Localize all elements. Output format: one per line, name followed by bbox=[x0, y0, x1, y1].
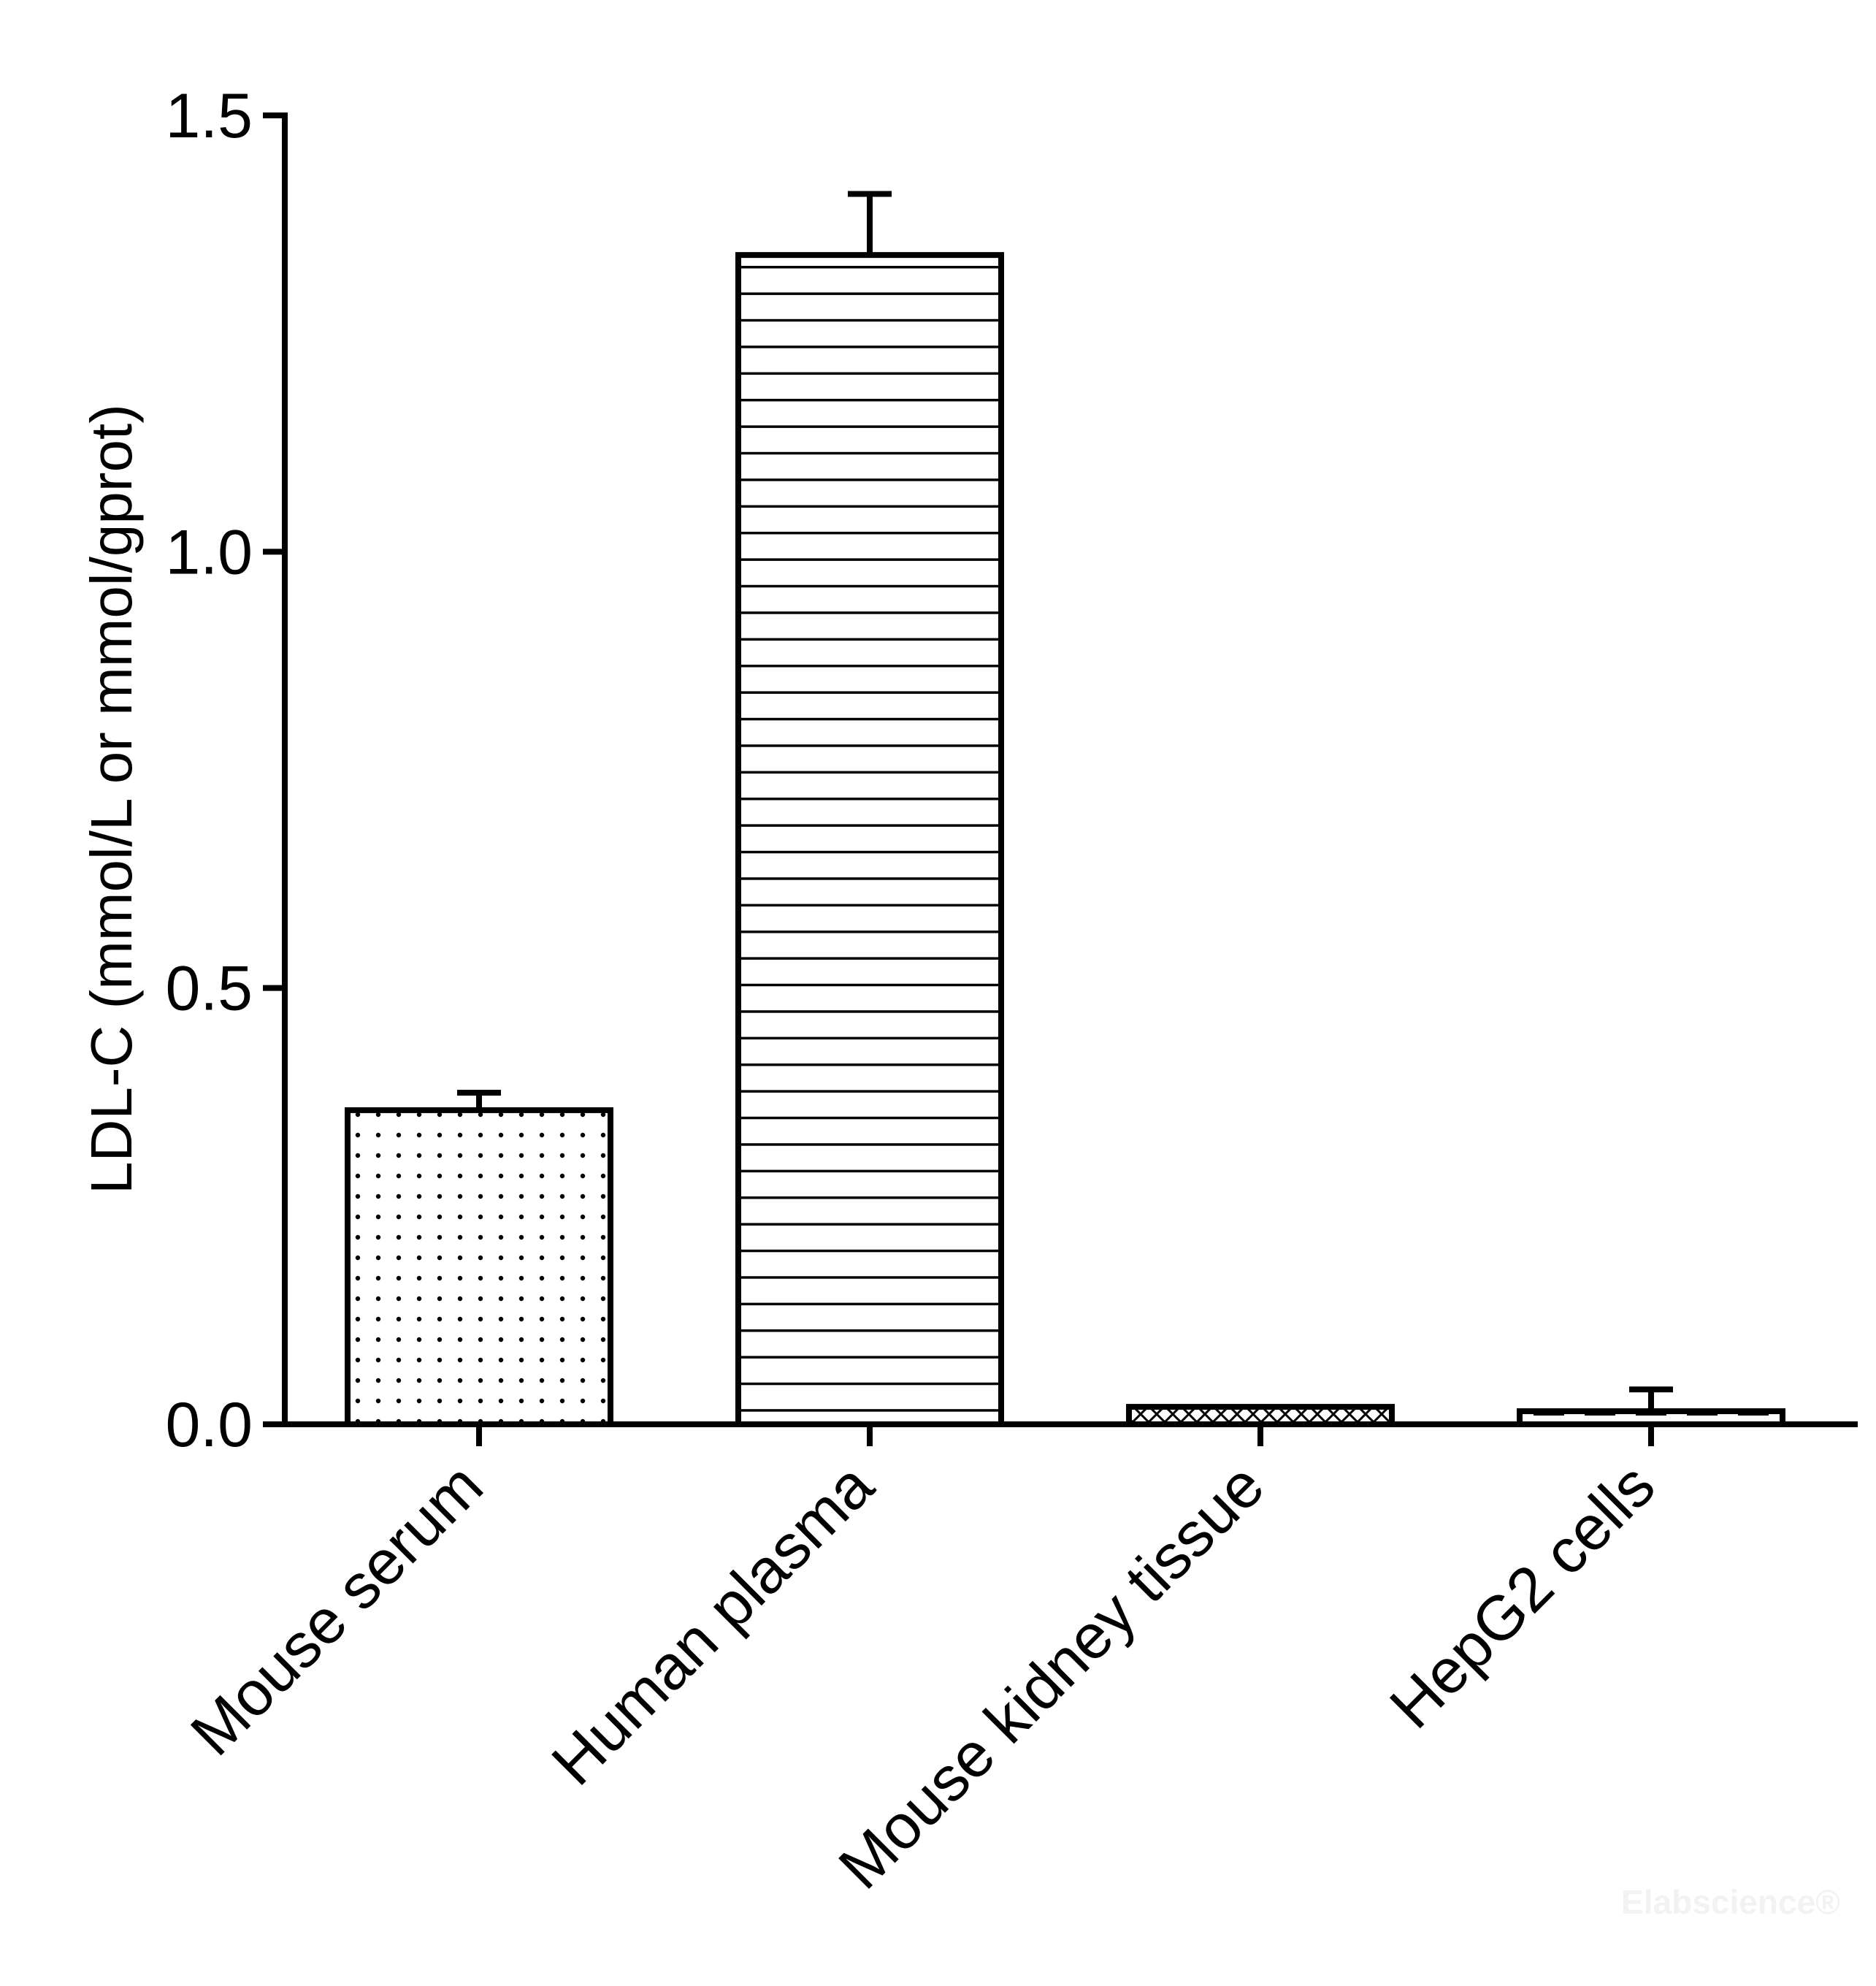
x-tick-label: Mouse kidney tissue bbox=[826, 1451, 1278, 1903]
y-axis-ticks: 0.0 0.5 1.0 1.5 bbox=[165, 81, 285, 1460]
y-tick-label: 1.5 bbox=[165, 81, 253, 151]
y-tick-label: 0.0 bbox=[165, 1390, 253, 1460]
bar bbox=[345, 1107, 613, 1428]
bar bbox=[735, 252, 1004, 1428]
watermark: Elabscience® bbox=[1621, 1883, 1840, 1921]
y-tick-label: 1.0 bbox=[165, 517, 253, 587]
x-tick-label: Mouse serum bbox=[177, 1451, 496, 1769]
y-tick-label: 0.5 bbox=[165, 954, 253, 1024]
error-bars bbox=[457, 191, 1673, 1412]
x-tick-label: HepG2 cells bbox=[1377, 1451, 1668, 1742]
y-axis-label: LDL-C (mmol/L or mmol/gprot) bbox=[79, 404, 144, 1194]
x-tick-label: Human plasma bbox=[539, 1450, 887, 1798]
bars bbox=[345, 252, 1785, 1428]
